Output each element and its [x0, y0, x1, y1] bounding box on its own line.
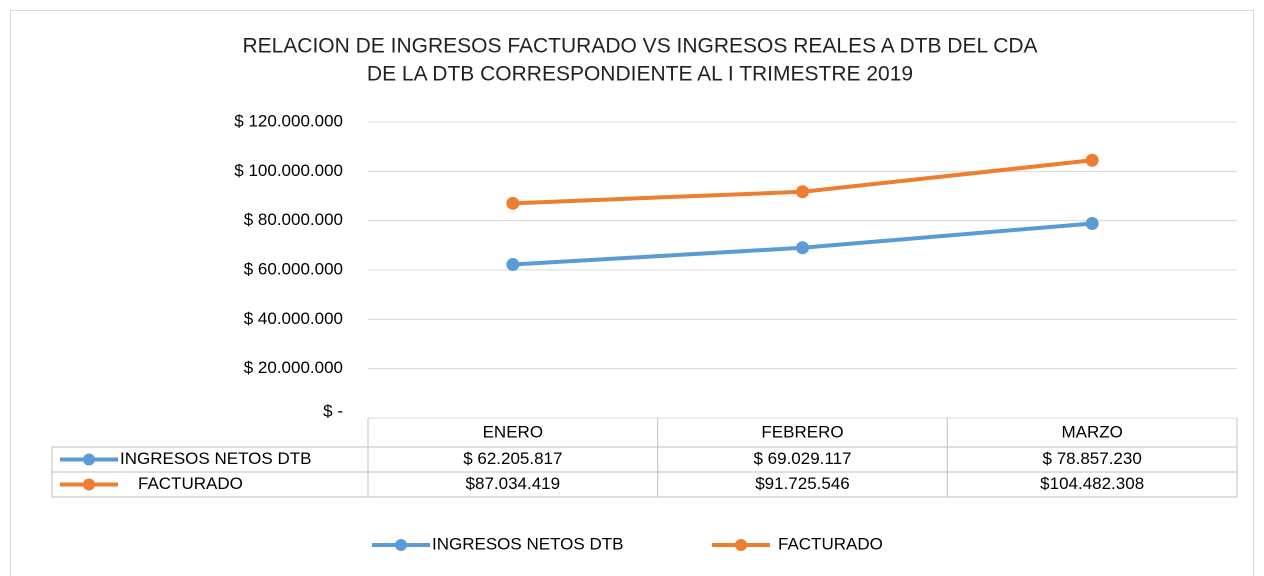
- table-series-name: FACTURADO: [138, 474, 243, 493]
- table-value: $87.034.419: [466, 474, 561, 493]
- table-value: $ 69.029.117: [754, 449, 852, 468]
- legend-key: [395, 539, 407, 551]
- x-tick-label: MARZO: [1061, 422, 1122, 441]
- table-value: $ 62.205.817: [463, 449, 562, 468]
- table-legend-key: [83, 453, 95, 466]
- chart-title: DE LA DTB CORRESPONDIENTE AL I TRIMESTRE…: [367, 63, 913, 86]
- legend-key: [735, 539, 747, 551]
- legend-label: INGRESOS NETOS DTB: [432, 534, 623, 553]
- chart-border: [10, 10, 1254, 576]
- legend-label: FACTURADO: [778, 534, 883, 553]
- x-tick-label: FEBRERO: [761, 422, 843, 441]
- y-tick-label: $ 100.000.000: [234, 161, 343, 180]
- x-tick-label: ENERO: [483, 422, 543, 441]
- table-value: $91.725.546: [755, 474, 850, 493]
- table-value: $ 78.857.230: [1043, 449, 1142, 468]
- data-point: [796, 241, 809, 255]
- table-series-name: INGRESOS NETOS DTB: [120, 449, 311, 468]
- y-tick-label: $ 40.000.000: [244, 309, 343, 328]
- y-tick-label: $ 120.000.000: [234, 111, 343, 130]
- data-point: [796, 185, 809, 199]
- table-legend-key: [83, 478, 95, 491]
- table-value: $104.482.308: [1040, 474, 1144, 493]
- y-tick-label: $ 20.000.000: [244, 358, 343, 377]
- chart-title: RELACION DE INGRESOS FACTURADO VS INGRES…: [242, 35, 1037, 58]
- data-point: [506, 258, 520, 272]
- y-tick-label: $ 80.000.000: [244, 210, 343, 229]
- y-tick-label: $ 60.000.000: [244, 259, 343, 278]
- data-point: [1085, 216, 1099, 230]
- data-point: [1085, 153, 1099, 167]
- data-point: [506, 196, 520, 210]
- y-tick-label: $ -: [323, 401, 343, 420]
